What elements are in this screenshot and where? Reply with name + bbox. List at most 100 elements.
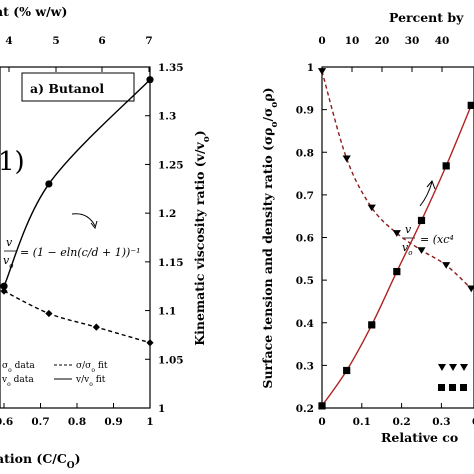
left-legend: σo data σ/σo fit vo data v/vo fit	[1, 361, 108, 388]
right-legend-markers	[438, 364, 468, 391]
left-series-1-point	[146, 76, 154, 84]
left-equation-numerator: v	[6, 236, 13, 249]
legend-square-marker	[460, 384, 467, 391]
left-series-1-point	[45, 180, 53, 188]
left-bottom-tick-label: 0.7	[31, 416, 49, 428]
legend-entry-v-data: vo data	[1, 375, 34, 388]
left-bottom-tick-label: 0.9	[104, 416, 122, 428]
left-right-tick-labels: 1 1.05 1.1 1.15 1.2 1.25 1.3 1.35	[145, 62, 184, 415]
right-data-series	[317, 68, 474, 410]
left-right-tick-label: 1.1	[158, 306, 176, 318]
left-chart-panel: ht (% w/w) ation (C/CO) Kinematic viscos…	[0, 4, 212, 471]
left-arrow-head	[90, 220, 98, 230]
left-bottom-tick-label: 0.8	[68, 416, 86, 428]
left-bottom-axis-title: ation (C/CO)	[0, 451, 81, 471]
right-series-2-point	[467, 285, 474, 293]
legend-triangle-marker	[438, 364, 446, 371]
right-left-tick-label: 1	[307, 62, 314, 74]
legend-triangle-marker	[460, 364, 468, 371]
right-left-tick-label: 0.6	[296, 233, 314, 245]
right-annotation-arrow	[419, 181, 433, 207]
right-left-tick-label: 0.3	[296, 360, 314, 372]
right-left-tick-label: 0.7	[296, 190, 314, 202]
right-bottom-tick-label: 0.2	[392, 416, 410, 428]
right-left-tick-labels: 0.2 0.3 0.4 0.5 0.6 0.7 0.8 0.9 1	[296, 62, 327, 415]
left-series-2-line	[3, 290, 151, 344]
left-right-axis-title: Kinematic viscosity ratio (v/vo)	[192, 130, 212, 345]
right-series-2-point	[342, 155, 351, 163]
legend-square-marker	[438, 384, 445, 391]
right-top-tick-label: 0	[318, 35, 325, 47]
right-left-tick-label: 0.5	[296, 275, 314, 287]
right-series-2-point	[392, 230, 401, 237]
left-top-tick-labels: 4 5 6 7	[5, 35, 153, 72]
right-series-1-point	[343, 366, 351, 375]
left-right-tick-label: 1.35	[158, 62, 184, 74]
right-top-axis-title: Percent by	[389, 10, 464, 25]
left-right-tick-label: 1.15	[158, 257, 184, 269]
left-bottom-tick-label: 0.6	[0, 416, 13, 428]
right-left-tick-label: 0.9	[296, 105, 314, 117]
right-left-tick-label: 0.2	[296, 403, 314, 415]
panel-label: a) Butanol	[30, 81, 104, 96]
panel-label-box	[21, 72, 135, 102]
legend-entry-v-fit: v/vo fit	[75, 375, 106, 388]
right-series-1-point	[467, 101, 474, 109]
right-equation: = (xc⁴	[420, 233, 454, 246]
right-series-1-point	[318, 402, 326, 410]
right-series-1-point	[393, 268, 401, 276]
left-bottom-tick-label: 1	[146, 416, 153, 428]
left-right-tick-label: 1.2	[158, 208, 176, 220]
right-bottom-tick-label: 0.1	[353, 416, 371, 428]
right-top-tick-label: 10	[345, 35, 360, 47]
left-top-tick-label: 4	[5, 35, 12, 47]
right-bottom-tick-labels: 0 0.1 0.2 0.3 0.4	[318, 403, 474, 428]
right-equation-numerator: v	[405, 223, 412, 236]
legend-square-marker	[449, 384, 456, 391]
left-annotation-arrow	[71, 213, 96, 227]
left-right-tick-label: 1.25	[158, 159, 184, 171]
right-bottom-tick-label: 0.3	[432, 416, 450, 428]
left-plot-frame	[0, 66, 151, 409]
right-arrow-head	[426, 180, 436, 190]
right-series-1-point	[442, 162, 450, 170]
legend-entry-sigma-data: σo data	[2, 361, 35, 374]
left-data-series	[0, 76, 154, 347]
right-series-2-point	[367, 204, 376, 212]
right-series-2-point	[442, 262, 451, 269]
left-bottom-tick-labels: 0.6 0.7 0.8 0.9 1	[0, 403, 154, 428]
left-series-2-point	[92, 323, 100, 331]
right-bottom-axis-title: Relative co	[381, 430, 458, 445]
right-top-tick-label: 40	[435, 35, 450, 47]
left-series-1-point	[0, 282, 8, 290]
right-bottom-tick-label: 0.4	[472, 416, 474, 428]
right-series-2-point	[317, 68, 327, 75]
right-top-tick-label: 20	[375, 35, 390, 47]
left-top-tick-label: 6	[98, 35, 105, 47]
right-series-2-point	[417, 247, 426, 254]
left-top-tick-label: 7	[145, 35, 152, 47]
left-series-2-point	[0, 287, 8, 295]
right-series-1-point	[368, 321, 376, 329]
right-chart-panel: Percent by Relative co Surface tension a…	[260, 10, 474, 445]
left-equation: = (1 − eln(c/d + 1))⁻¹	[20, 246, 141, 259]
left-series-2-point	[45, 309, 53, 318]
legend-triangle-marker	[449, 364, 457, 371]
right-series-1-point	[417, 216, 426, 225]
left-right-tick-label: 1.3	[158, 111, 176, 123]
left-top-axis-title: ht (% w/w)	[0, 4, 67, 19]
right-left-tick-label: 0.4	[296, 318, 314, 330]
left-right-tick-label: 1.05	[158, 354, 184, 366]
left-annotation-fragment: 1)	[0, 147, 25, 177]
left-top-tick-label: 5	[52, 35, 59, 47]
left-series-2-point	[146, 339, 154, 347]
right-bottom-tick-label: 0	[318, 416, 325, 428]
legend-entry-sigma-fit: σ/σo fit	[76, 361, 108, 374]
right-left-tick-label: 0.8	[296, 147, 314, 159]
left-right-tick-label: 1	[158, 403, 165, 415]
right-top-tick-label: 30	[405, 35, 420, 47]
right-left-axis-title: Surface tension and density ratio (σρo/σ…	[260, 87, 280, 388]
right-top-tick-labels: 0 10 20 30 40	[318, 35, 449, 72]
